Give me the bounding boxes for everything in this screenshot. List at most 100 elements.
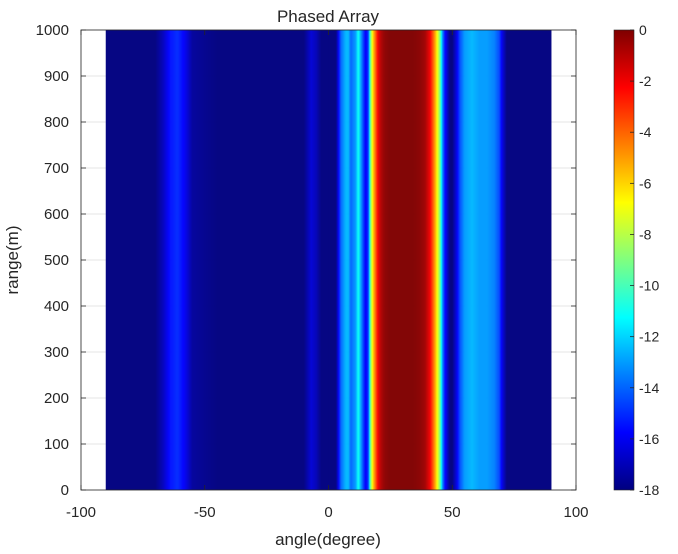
heatmap-column	[535, 30, 537, 490]
heatmap-column	[128, 30, 130, 490]
heatmap-column	[165, 30, 167, 490]
heatmap-column	[516, 30, 518, 490]
chart-title: Phased Array	[277, 7, 380, 26]
heatmap-column	[415, 30, 417, 490]
heatmap-column	[280, 30, 282, 490]
heatmap-column	[458, 30, 460, 490]
heatmap-column	[522, 30, 524, 490]
heatmap-column	[542, 30, 544, 490]
heatmap-column	[294, 30, 296, 490]
heatmap-column	[115, 30, 117, 490]
heatmap-column	[234, 30, 236, 490]
heatmap-column	[366, 30, 368, 490]
heatmap-column	[351, 30, 353, 490]
heatmap-column	[350, 30, 352, 490]
heatmap-column	[150, 30, 152, 490]
heatmap-column	[413, 30, 415, 490]
heatmap-column	[496, 30, 498, 490]
heatmap-column	[460, 30, 462, 490]
heatmap-column	[484, 30, 486, 490]
heatmap-column	[299, 30, 301, 490]
heatmap-column	[410, 30, 412, 490]
heatmap-column	[149, 30, 151, 490]
heatmap-column	[168, 30, 170, 490]
heatmap-column	[530, 30, 532, 490]
heatmap-column	[256, 30, 258, 490]
heatmap-column	[360, 30, 362, 490]
heatmap-column	[221, 30, 223, 490]
heatmap-column	[166, 30, 168, 490]
heatmap-column	[354, 30, 356, 490]
heatmap-column	[325, 30, 327, 490]
heatmap-column	[327, 30, 329, 490]
heatmap-column	[438, 30, 440, 490]
heatmap-column	[347, 30, 349, 490]
heatmap-column	[486, 30, 488, 490]
heatmap-column	[381, 30, 383, 490]
heatmap-column	[550, 30, 552, 490]
heatmap-column	[171, 30, 173, 490]
heatmap-column	[169, 30, 171, 490]
x-tick-label: 100	[563, 504, 588, 521]
heatmap-column	[531, 30, 533, 490]
heatmap-column	[539, 30, 541, 490]
heatmap-column	[312, 30, 314, 490]
heatmap-column	[384, 30, 386, 490]
heatmap-column	[257, 30, 259, 490]
heatmap-column	[298, 30, 300, 490]
heatmap-column	[123, 30, 125, 490]
heatmap-column	[420, 30, 422, 490]
heatmap-column	[203, 30, 205, 490]
heatmap-column	[252, 30, 254, 490]
heatmap-column	[364, 30, 366, 490]
heatmap-column	[482, 30, 484, 490]
heatmap-column	[476, 30, 478, 490]
heatmap-column	[130, 30, 132, 490]
heatmap-column	[259, 30, 261, 490]
heatmap-column	[317, 30, 319, 490]
heatmap-column	[239, 30, 241, 490]
heatmap-column	[487, 30, 489, 490]
heatmap-column	[507, 30, 509, 490]
y-tick-label: 200	[44, 390, 69, 407]
y-axis-label: range(m)	[3, 226, 22, 295]
heatmap-column	[492, 30, 494, 490]
heatmap-column	[235, 30, 237, 490]
heatmap-column	[436, 30, 438, 490]
heatmap-column	[206, 30, 208, 490]
heatmap-column	[110, 30, 112, 490]
heatmap-column	[471, 30, 473, 490]
heatmap-column	[329, 30, 331, 490]
heatmap-column	[192, 30, 194, 490]
heatmap-column	[352, 30, 354, 490]
heatmap-column	[430, 30, 432, 490]
heatmap-column	[399, 30, 401, 490]
heatmap-column	[333, 30, 335, 490]
heatmap-column	[377, 30, 379, 490]
heatmap-column	[293, 30, 295, 490]
colorbar: 0 -2 -4 -6 -8 -10 -12 -14 -16 -18	[613, 22, 659, 498]
heatmap-column	[231, 30, 233, 490]
heatmap-column	[419, 30, 421, 490]
heatmap-column	[532, 30, 534, 490]
heatmap-column	[403, 30, 405, 490]
heatmap-column	[207, 30, 209, 490]
heatmap-column	[449, 30, 451, 490]
heatmap-column	[109, 30, 111, 490]
heatmap-column	[125, 30, 127, 490]
heatmap-column	[262, 30, 264, 490]
heatmap-column	[437, 30, 439, 490]
heatmap-column	[302, 30, 304, 490]
heatmap-column	[138, 30, 140, 490]
heatmap-column	[481, 30, 483, 490]
heatmap-column	[151, 30, 153, 490]
heatmap-column	[322, 30, 324, 490]
heatmap-column	[112, 30, 114, 490]
heatmap-column	[455, 30, 457, 490]
heatmap-column	[219, 30, 221, 490]
heatmap-column	[183, 30, 185, 490]
heatmap-column	[469, 30, 471, 490]
heatmap-column	[475, 30, 477, 490]
heatmap-column	[193, 30, 195, 490]
heatmap-column	[541, 30, 543, 490]
